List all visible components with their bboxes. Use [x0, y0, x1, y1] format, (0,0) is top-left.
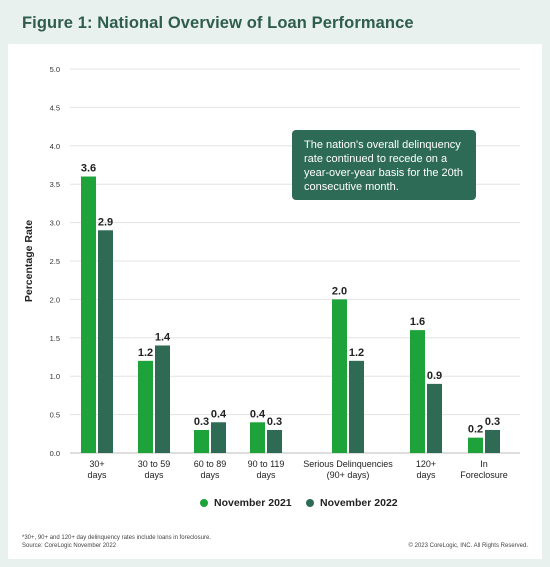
x-tick-label: 30 to 59 — [138, 459, 171, 469]
footnote-source: Source: CoreLogic November 2022 — [22, 542, 117, 549]
x-tick-label: days — [87, 470, 107, 480]
bar-series1 — [194, 429, 209, 453]
data-label: 0.2 — [468, 424, 483, 436]
data-label: 0.3 — [194, 416, 209, 428]
data-label: 0.3 — [485, 416, 500, 428]
data-label: 1.2 — [349, 347, 364, 359]
data-label: 0.3 — [267, 416, 282, 428]
bar-series2 — [155, 345, 170, 453]
callout-box: The nation's overall delinquency rate co… — [292, 130, 476, 200]
bar-series1 — [332, 299, 347, 453]
footnote-line-1: *30+, 90+ and 120+ day delinquency rates… — [22, 535, 211, 541]
x-tick-label: 90 to 119 — [248, 459, 285, 469]
bar-series1 — [410, 330, 425, 453]
legend-label-series2: November 2022 — [320, 497, 398, 509]
legend-item-series2: November 2022 — [306, 497, 398, 509]
x-tick-label: In — [480, 459, 488, 469]
chart-panel — [8, 44, 542, 559]
y-tick-label: 5.0 — [50, 65, 60, 74]
legend-swatch-series1 — [200, 499, 208, 507]
data-label: 1.6 — [410, 316, 425, 328]
data-label: 0.4 — [211, 408, 227, 420]
x-tick-label: Foreclosure — [460, 470, 508, 480]
y-tick-label: 2.5 — [50, 257, 60, 266]
y-tick-label: 2.0 — [50, 295, 60, 304]
y-tick-label: 3.5 — [50, 180, 60, 189]
data-label: 2.9 — [98, 216, 113, 228]
legend-item-series1: November 2021 — [200, 497, 292, 509]
y-tick-label: 0.5 — [50, 411, 60, 420]
callout-text: The nation's overall delinquency rate co… — [304, 139, 463, 193]
bar-series2 — [427, 383, 442, 453]
y-tick-label: 3.0 — [50, 219, 60, 228]
x-tick-label: days — [200, 470, 220, 480]
y-tick-label: 1.0 — [50, 372, 60, 381]
x-tick-label: days — [256, 470, 276, 480]
figure-title: Figure 1: National Overview of Loan Perf… — [22, 14, 414, 32]
bar-series2 — [98, 230, 113, 453]
data-label: 2.0 — [332, 285, 347, 297]
copyright: © 2023 CoreLogic, INC. All Rights Reserv… — [408, 543, 528, 549]
x-tick-label: 30+ — [89, 459, 104, 469]
footnote: *30+, 90+ and 120+ day delinquency rates… — [22, 535, 211, 550]
bar-series2 — [211, 422, 226, 453]
x-tick-label: Serious Delinquencies — [303, 459, 393, 469]
bar-series1 — [250, 422, 265, 453]
bar-series2 — [267, 429, 282, 453]
y-tick-label: 1.5 — [50, 334, 60, 343]
y-tick-label: 4.5 — [50, 103, 60, 112]
data-label: 1.2 — [138, 347, 153, 359]
bar-series1 — [138, 360, 153, 453]
bar-series2 — [485, 429, 500, 453]
data-label: 1.4 — [155, 331, 171, 343]
bar-series1 — [468, 437, 483, 453]
y-tick-label: 0.0 — [50, 449, 60, 458]
legend-swatch-series2 — [306, 499, 314, 507]
bar-series2 — [349, 360, 364, 453]
legend-label-series1: November 2021 — [214, 497, 292, 509]
y-tick-label: 4.0 — [50, 142, 60, 151]
data-label: 0.9 — [427, 370, 442, 382]
x-tick-label: days — [144, 470, 164, 480]
y-axis-label: Percentage Rate — [23, 220, 35, 302]
x-tick-label: days — [416, 470, 436, 480]
data-label: 3.6 — [81, 163, 96, 175]
x-tick-label: 60 to 89 — [194, 459, 227, 469]
x-tick-label: 120+ — [416, 459, 436, 469]
x-tick-label: (90+ days) — [327, 470, 370, 480]
data-label: 0.4 — [250, 408, 266, 420]
bar-series1 — [81, 176, 96, 453]
